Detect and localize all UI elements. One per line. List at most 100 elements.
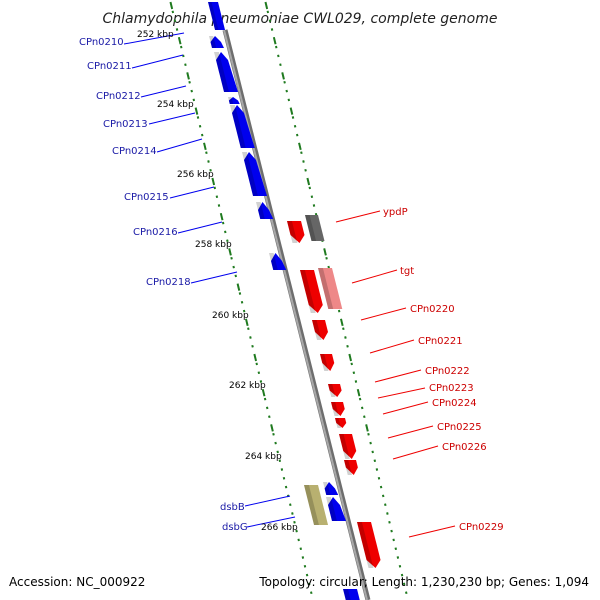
- gene-cpn0224: [335, 418, 347, 428]
- tick-mark: [375, 468, 379, 471]
- tick-mark: [192, 98, 196, 102]
- tick-mark: [255, 362, 258, 366]
- gene-cpn0221-body: [320, 354, 335, 371]
- gene-label[interactable]: CPn0214: [112, 146, 157, 157]
- gene-label[interactable]: CPn0226: [442, 442, 487, 453]
- tick-mark: [340, 318, 344, 327]
- tick-mark: [205, 151, 208, 155]
- tick-mark: [221, 221, 225, 225]
- gene-cpn0229-body: [357, 522, 381, 568]
- tick-mark: [297, 538, 300, 542]
- tick-mark: [312, 204, 316, 207]
- gene-label[interactable]: CPn0224: [432, 398, 477, 409]
- gene-label[interactable]: CPn0211: [87, 61, 132, 72]
- tick-mark: [242, 309, 246, 313]
- tick-mark: [354, 380, 358, 383]
- tick-mark: [274, 441, 277, 445]
- gene-label[interactable]: CPn0225: [437, 422, 482, 433]
- tick-mark: [198, 124, 202, 128]
- kbp-label: 262 kbp: [229, 381, 266, 391]
- leader-line: [148, 112, 196, 125]
- gene-cpn0214-shade: [242, 152, 258, 196]
- tick-mark: [175, 28, 179, 31]
- tick-mark: [377, 476, 381, 480]
- accession-text: Accession: NC_000922: [9, 575, 145, 589]
- tick-mark: [278, 459, 282, 463]
- tick-mark: [272, 432, 275, 436]
- gene-cpn0229-shade: [357, 522, 374, 568]
- gene-label[interactable]: CPn0223: [429, 383, 474, 394]
- forward-gene-labels: CPn0210 CPn0211 CPn0212 CPn0213 CPn0214 …: [79, 37, 248, 533]
- tick-mark: [293, 520, 296, 524]
- kbp-label: 254 kbp: [157, 100, 194, 110]
- gene-tgt-body: [300, 270, 323, 313]
- gene-label[interactable]: CPn0212: [96, 91, 141, 102]
- gene-label[interactable]: CPn0222: [425, 366, 470, 377]
- gene-tgt-pink-body: [318, 268, 343, 309]
- tick-mark: [213, 186, 217, 190]
- tick-mark: [282, 476, 286, 480]
- tick-mark: [305, 573, 309, 577]
- leader-line: [123, 32, 185, 45]
- tick-mark: [249, 336, 252, 339]
- gene-cpn0222-body: [328, 384, 342, 397]
- gene-cpn0220: [312, 320, 329, 340]
- tick-mark: [365, 424, 369, 432]
- gene-cpn0223-body: [331, 402, 345, 416]
- tick-mark: [285, 89, 288, 93]
- tick-mark: [299, 547, 303, 551]
- gene-label[interactable]: ypdP: [383, 207, 408, 218]
- tick-mark: [265, 406, 269, 410]
- gene-cpn0220-body: [312, 320, 329, 340]
- gene-dsbG: [326, 497, 347, 521]
- tick-mark: [215, 195, 219, 199]
- tick-mark: [245, 318, 249, 327]
- reverse-gene-labels: ypdP tgt CPn0220 CPn0221 CPn0222 CPn0223…: [383, 207, 504, 533]
- gene-label[interactable]: dsbB: [220, 502, 245, 513]
- gene-label[interactable]: tgt: [400, 266, 414, 277]
- tick-mark: [308, 186, 312, 190]
- leader-line: [244, 495, 291, 507]
- gene-tgt-shade: [300, 270, 316, 313]
- gene-cpn0211-body: [210, 36, 225, 48]
- gene-cpn0218-body: [271, 253, 287, 270]
- tick-mark: [169, 1, 174, 10]
- tick-mark: [226, 239, 229, 243]
- gene-label[interactable]: CPn0220: [410, 304, 455, 315]
- gene-dsbB-shade: [323, 482, 331, 495]
- gene-dsbB: [323, 482, 339, 495]
- gene-label[interactable]: CPn0216: [133, 227, 178, 238]
- gene-ypdP-body: [287, 221, 305, 243]
- leader-line: [246, 516, 296, 528]
- tick-mark: [379, 485, 383, 489]
- tick-mark: [291, 116, 295, 119]
- gene-label[interactable]: CPn0221: [418, 336, 463, 347]
- gene-label[interactable]: dsbG: [222, 522, 248, 533]
- leader-line: [131, 54, 184, 69]
- gene-label[interactable]: CPn0210: [79, 37, 124, 48]
- tick-mark: [381, 494, 385, 498]
- gene-label[interactable]: CPn0215: [124, 192, 169, 203]
- tick-mark: [171, 10, 175, 14]
- gene-label[interactable]: CPn0213: [103, 119, 148, 130]
- tick-mark: [182, 54, 185, 58]
- tick-mark: [261, 388, 266, 397]
- leader-line: [408, 525, 456, 538]
- tick-mark: [304, 168, 307, 172]
- gene-cpn0216: [256, 202, 274, 219]
- tick-mark: [337, 309, 341, 313]
- gene-label[interactable]: CPn0229: [459, 522, 504, 533]
- tick-mark: [247, 327, 250, 331]
- tick-mark: [276, 450, 279, 454]
- tick-mark: [287, 98, 291, 102]
- tick-mark: [327, 265, 330, 269]
- leader-lines: [123, 32, 456, 538]
- tick-lines: [169, 1, 408, 595]
- gene-dsbB-body: [324, 482, 339, 495]
- tick-mark: [228, 248, 232, 256]
- gene-ypdP-shade: [287, 221, 298, 243]
- tick-mark: [279, 63, 282, 67]
- gene-dsbG-body: [328, 497, 347, 521]
- kbp-label: 264 kbp: [245, 452, 282, 462]
- gene-label[interactable]: CPn0218: [146, 277, 191, 288]
